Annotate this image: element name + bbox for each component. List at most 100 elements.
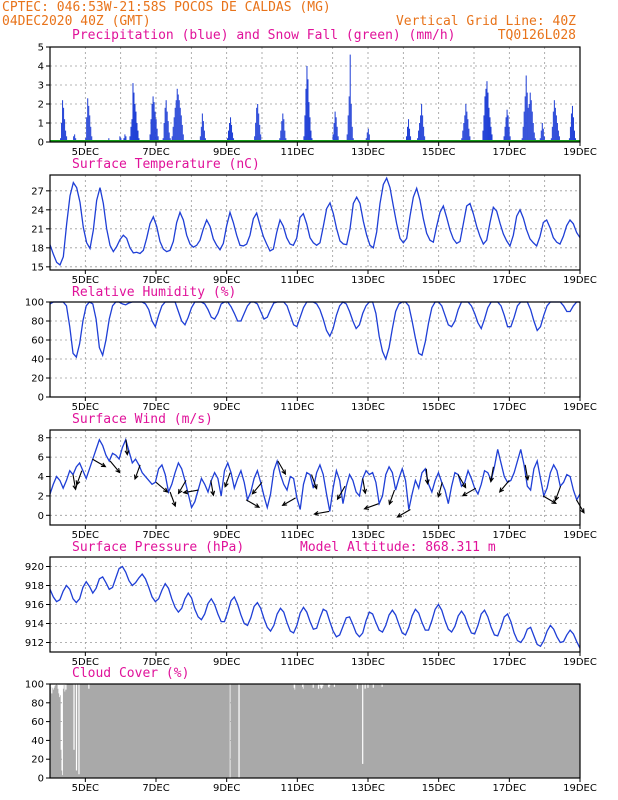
pres-x-tick-label-3: 11DEC [280, 657, 314, 668]
precip-bar [348, 96, 350, 142]
wind-arrow-0 [72, 474, 78, 491]
wind-frame [49, 429, 581, 526]
temp-y-tick-label-4: 27 [31, 186, 44, 197]
precip-bar [86, 117, 88, 142]
wind-panel: 0 2 4 6 8 5DEC 7DEC 9DEC 11DEC 13DEC 15DEC 17DEC 19D… [38, 429, 597, 541]
precip-bar [137, 130, 139, 142]
precip-bar [421, 104, 423, 142]
wind-x-tick-label-1: 7DEC [142, 530, 169, 541]
precip-bar [307, 79, 309, 142]
precip-x-tick-label-7: 19DEC [563, 147, 597, 158]
temp-y-tick-label-3: 24 [31, 205, 44, 216]
precip-y-tick-label-1: 1 [38, 119, 44, 130]
precip-bar [175, 100, 177, 142]
wind-arrow-26 [461, 487, 477, 497]
precip-bar [179, 107, 181, 142]
precip-bar [165, 100, 167, 142]
precip-bar [419, 123, 421, 142]
precip-y-tick-label-2: 2 [38, 100, 44, 111]
wind-arrow-19 [362, 478, 368, 495]
precip-bar [505, 117, 507, 142]
header-grid-line: Vertical Grid Line: 40Z [396, 14, 576, 29]
wind-arrow-18 [336, 485, 346, 501]
precip-bar [88, 105, 90, 142]
rh-x-tick-label-6: 17DEC [492, 402, 526, 413]
precip-bar [66, 136, 68, 142]
precip-bar [229, 123, 231, 142]
precip-bar [87, 98, 89, 142]
pres-x-tick-label-0: 5DEC [72, 657, 99, 668]
precip-bar [256, 107, 258, 142]
precip-bar [551, 126, 553, 142]
cloud-y-tick-label-5: 100 [25, 680, 44, 691]
precip-bar [463, 123, 465, 142]
precip-bar [136, 123, 138, 142]
precip-bar [422, 115, 424, 142]
wind-arrow-9 [182, 489, 199, 495]
pres-y-tick-label-1: 914 [25, 619, 44, 630]
precip-bar [482, 130, 484, 142]
precip-bar [305, 88, 307, 142]
wind-title: Surface Wind (m/s) [72, 412, 213, 427]
precip-bar [177, 94, 179, 142]
precip-bar [491, 134, 493, 142]
cloud-x-tick-label-0: 5DEC [72, 783, 99, 794]
precip-bar [156, 128, 158, 142]
precip-bar [254, 136, 256, 142]
precip-bar [257, 104, 259, 142]
precip-bar [280, 130, 282, 142]
precip-bar [487, 92, 489, 142]
precip-bar [258, 113, 260, 142]
temp-title: Surface Temperature (nC) [72, 157, 260, 172]
precip-bar [336, 126, 338, 142]
precip-bar [130, 126, 132, 142]
cloud-x-tick-label-4: 13DEC [351, 783, 385, 794]
temp-frame [49, 174, 581, 271]
precip-y-tick-label-5: 5 [38, 43, 44, 54]
precip-bar [525, 75, 527, 142]
precip-bar [407, 126, 409, 142]
precip-bar [154, 111, 156, 142]
precip-bar [73, 136, 75, 142]
precip-bar [282, 113, 284, 142]
precip-bar [531, 111, 533, 142]
precip-frame [49, 46, 581, 143]
wind-arrow-8 [177, 480, 187, 495]
precip-bar [486, 81, 488, 142]
precip-bar [91, 136, 93, 142]
precip-bar [468, 128, 470, 142]
wind-arrow-27 [489, 466, 494, 483]
rh-y-tick-label-3: 60 [31, 336, 44, 347]
precip-bar [153, 102, 155, 142]
pres-frame [49, 556, 581, 653]
precip-bar [134, 104, 136, 142]
pres-x-tick-label-6: 17DEC [492, 657, 526, 668]
precip-bar [151, 104, 153, 142]
precip-bar [61, 123, 63, 142]
precip-bar [408, 119, 410, 142]
precip-bar [504, 126, 506, 142]
precip-bar [346, 134, 348, 142]
precip-bar [231, 124, 233, 142]
temp-panel: 15 18 21 24 27 5DEC 7DEC 9DEC 11DEC 13DEC 15DEC 17D… [31, 174, 597, 286]
precip-bar [168, 132, 170, 142]
precip-bar [489, 117, 491, 142]
precip-plot-area [50, 47, 580, 142]
wind-arrow-3 [109, 460, 121, 474]
header-date: 04DEC2020 40Z (GMT) [2, 14, 151, 29]
precip-bar [503, 136, 505, 142]
rh-title: Relative Humidity (%) [72, 285, 236, 300]
precip-bar [508, 126, 510, 142]
cloud-x-tick-label-7: 19DEC [563, 783, 597, 794]
precip-bar [506, 109, 508, 142]
precip-bar [284, 130, 286, 142]
wind-arrow-28 [498, 480, 510, 493]
precip-bar [64, 119, 66, 142]
wind-arrow-11 [224, 472, 231, 488]
precip-bar [552, 111, 554, 142]
header-station: CPTEC: 046:53W-21:58S POCOS DE CALDAS (M… [2, 0, 331, 15]
precip-bar [509, 136, 511, 142]
cloud-panel: 0 20 40 60 80 100 5DEC 7DEC 9DEC 11DEC 13DEC 15DEC 1… [25, 680, 597, 795]
precip-bar [202, 121, 204, 142]
